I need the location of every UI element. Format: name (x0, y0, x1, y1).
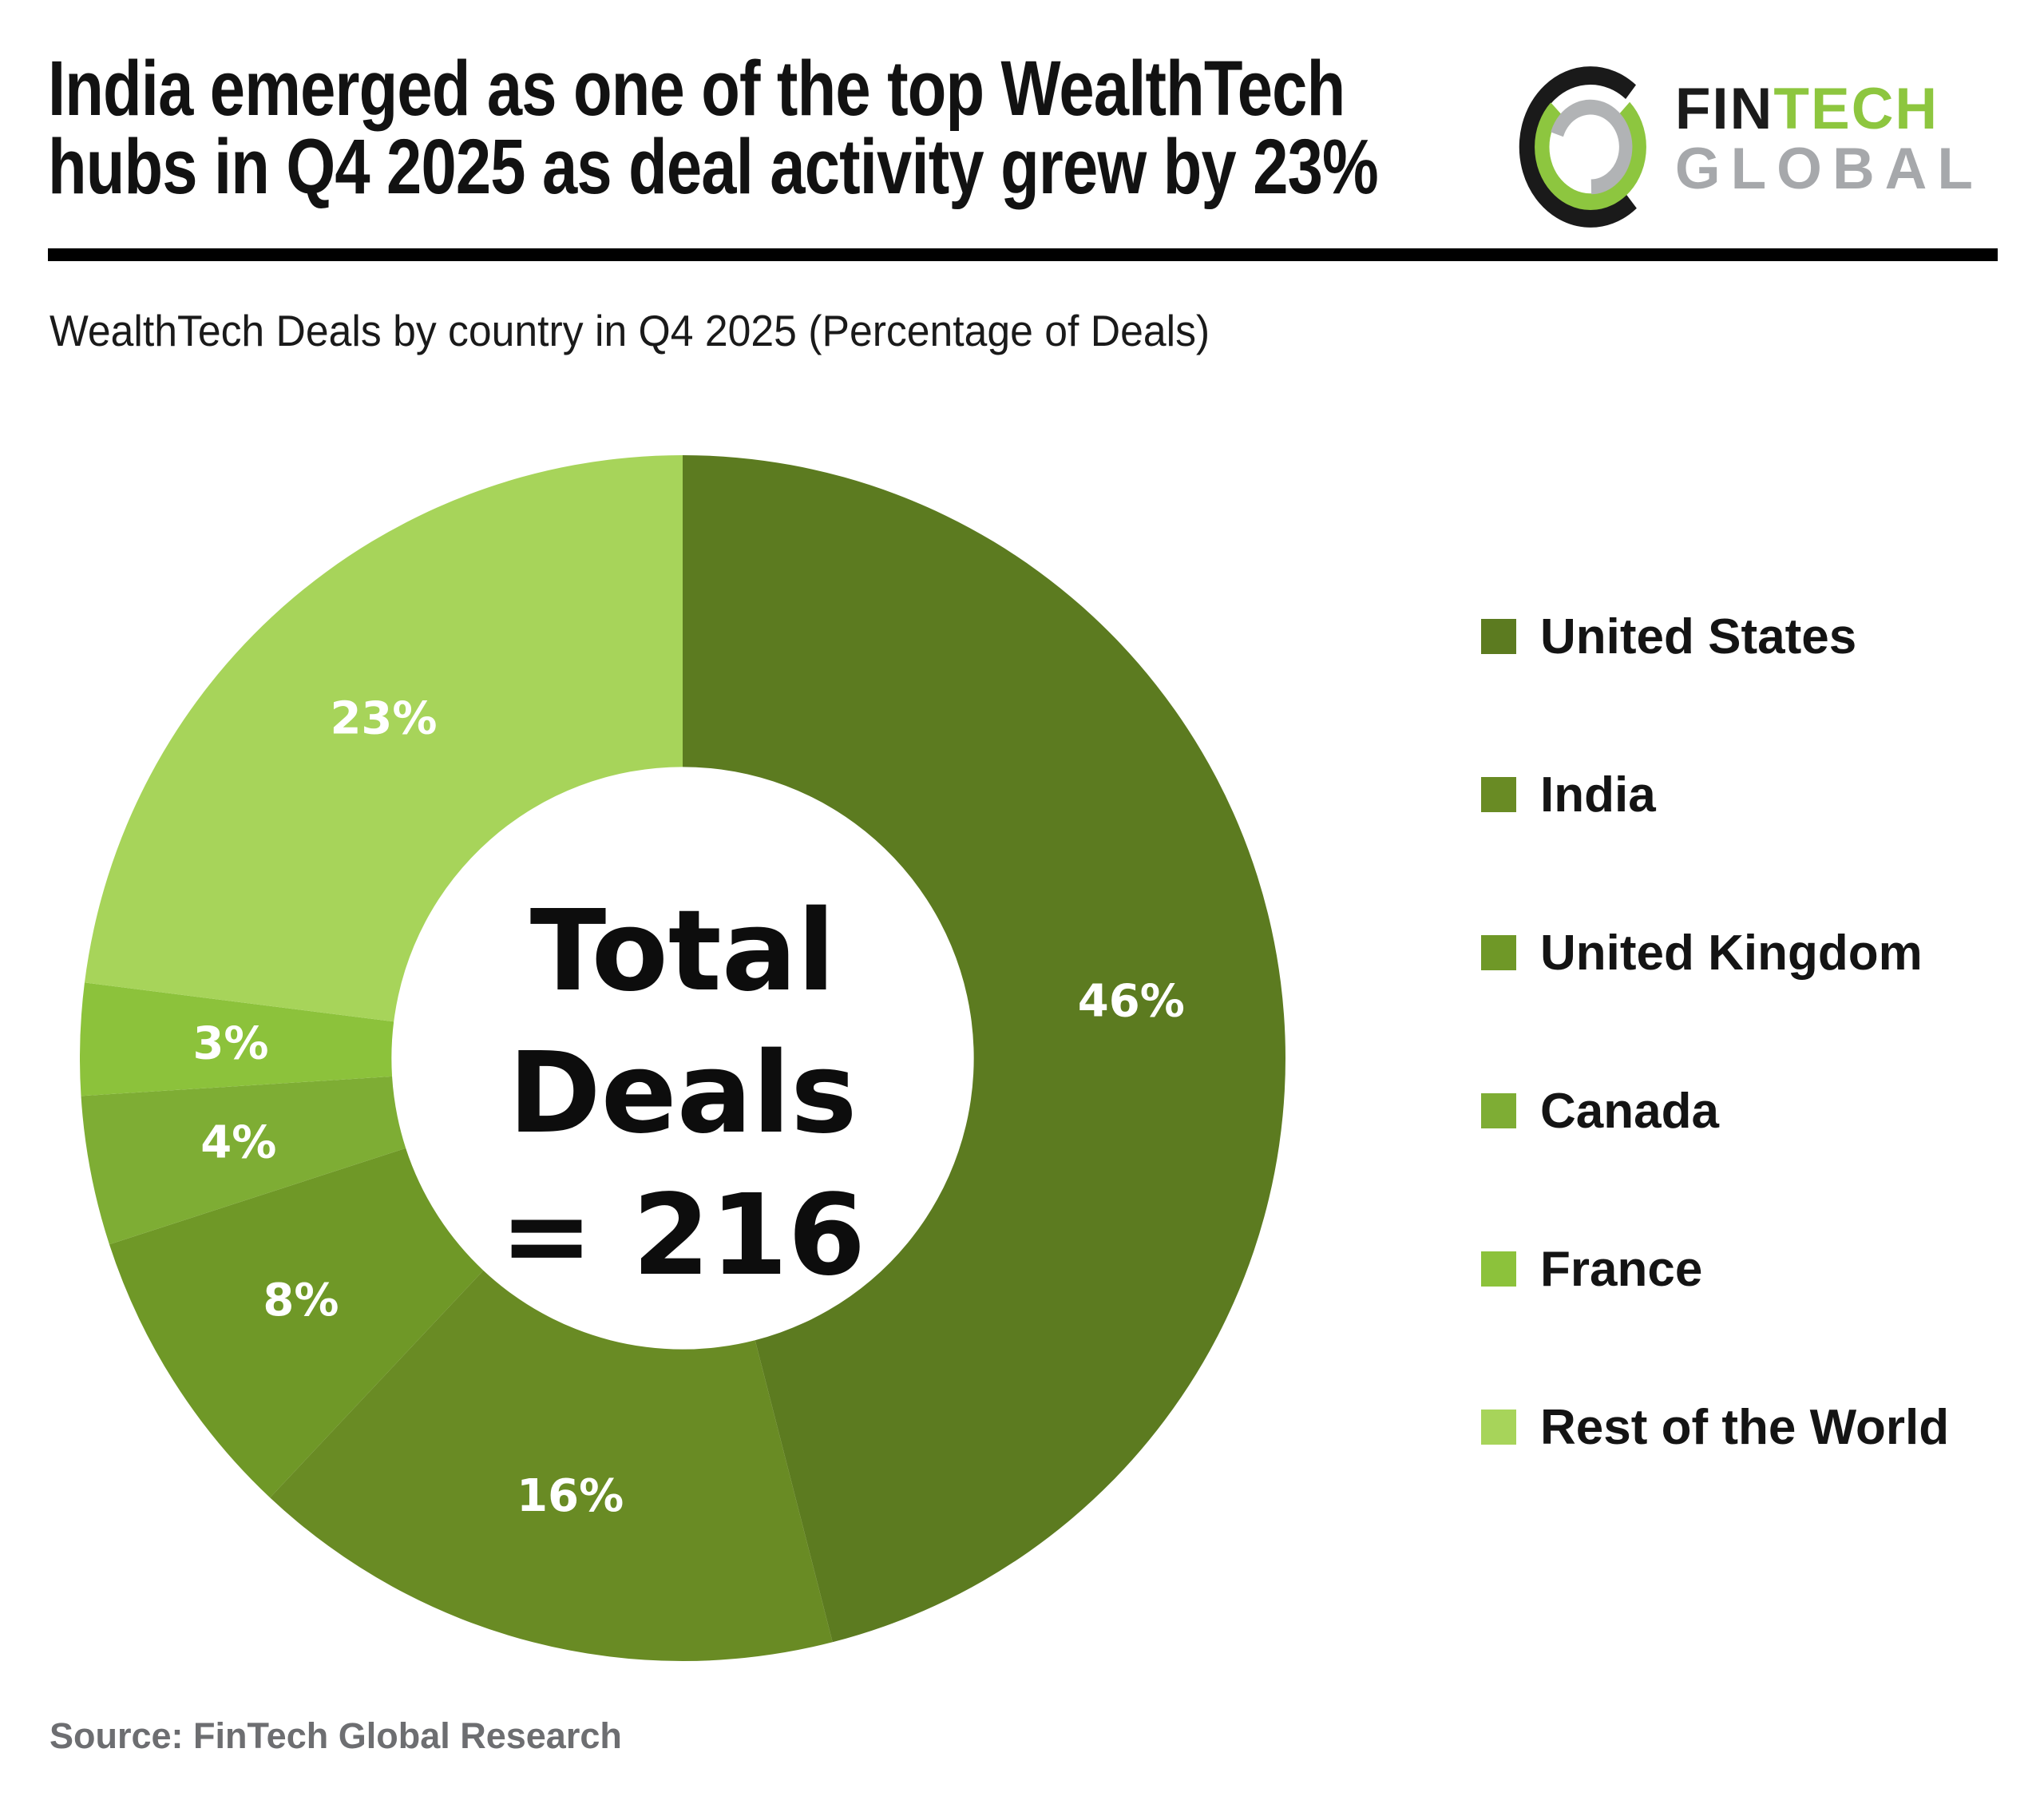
legend-swatch-rest-of-the-world (1481, 1410, 1516, 1445)
donut-slice-canada (81, 1076, 406, 1245)
legend-item-united-states: United States (1481, 609, 1949, 664)
logo-line-global: GLOBAL (1674, 137, 1983, 201)
legend-swatch-india (1481, 777, 1516, 812)
legend-label-united-states: United States (1540, 609, 1857, 664)
logo-fin: FIN (1674, 77, 1774, 141)
donut-slice-united-states (683, 455, 1285, 1643)
page-title: India emerged as one of the top WealthTe… (48, 50, 1670, 206)
donut-slice-pct-label-france: 3% (192, 1018, 268, 1070)
fintech-global-logo-text: FINTECH GLOBAL (1675, 64, 1983, 200)
divider-line (48, 248, 1998, 261)
donut-chart-svg: 46% 16% 8% 4% 3% 23% (80, 455, 1285, 1661)
donut-slice-pct-label-canada: 4% (200, 1117, 276, 1169)
donut-slice-pct-label-united-states: 46% (1078, 976, 1185, 1028)
chart-legend: United States India United Kingdom Canada Fr… (1481, 609, 1949, 1560)
legend-label-rest-of-the-world: Rest of the World (1540, 1399, 1950, 1455)
page-title-line-2: hubs in Q4 2025 as deal activity grew by… (48, 122, 1379, 210)
donut-slice-united-kingdom (109, 1148, 484, 1498)
legend-swatch-canada (1481, 1093, 1516, 1128)
legend-item-rest-of-the-world: Rest of the World (1481, 1400, 1949, 1455)
logo-line-fintech: FINTECH (1675, 80, 1983, 138)
fintech-global-logo: FINTECH GLOBAL (1517, 64, 1983, 230)
legend-item-united-kingdom: United Kingdom (1481, 926, 1949, 981)
legend-item-india: India (1481, 767, 1949, 823)
donut-chart: 46% 16% 8% 4% 3% 23% Total Deals = 216 (80, 455, 1285, 1661)
chart-subtitle: WealthTech Deals by country in Q4 2025 (… (50, 305, 1284, 356)
page-title-line-1: India emerged as one of the top WealthTe… (48, 45, 1345, 132)
donut-slice-france (80, 982, 394, 1096)
center-label-line-3: = 216 (499, 1170, 866, 1301)
legend-swatch-france (1481, 1251, 1516, 1287)
center-label-line-2: Deals (508, 1029, 858, 1160)
donut-center-label: Total Deals = 216 (80, 491, 1285, 1697)
donut-slice-rest-of-the-world (84, 455, 683, 1022)
legend-item-canada: Canada (1481, 1084, 1949, 1139)
legend-swatch-united-kingdom (1481, 935, 1516, 970)
legend-label-france: France (1540, 1241, 1703, 1297)
donut-slice-pct-label-india: 16% (517, 1470, 624, 1522)
legend-label-canada: Canada (1540, 1083, 1719, 1139)
source-note: Source: FinTech Global Research (50, 1715, 622, 1756)
legend-label-united-kingdom: United Kingdom (1540, 925, 1923, 981)
donut-slice-pct-label-rest-of-the-world: 23% (330, 693, 437, 745)
fintech-global-logo-icon (1519, 66, 1662, 228)
donut-slice-india (270, 1270, 833, 1661)
legend-label-india: India (1540, 767, 1656, 823)
legend-swatch-united-states (1481, 619, 1516, 654)
legend-item-france: France (1481, 1242, 1949, 1297)
chart-subtitle-text: WealthTech Deals by country in Q4 2025 (… (50, 306, 1210, 355)
center-label-line-1: Total (529, 886, 836, 1017)
logo-tech: TECH (1773, 77, 1939, 141)
donut-slice-pct-label-united-kingdom: 8% (263, 1275, 339, 1326)
